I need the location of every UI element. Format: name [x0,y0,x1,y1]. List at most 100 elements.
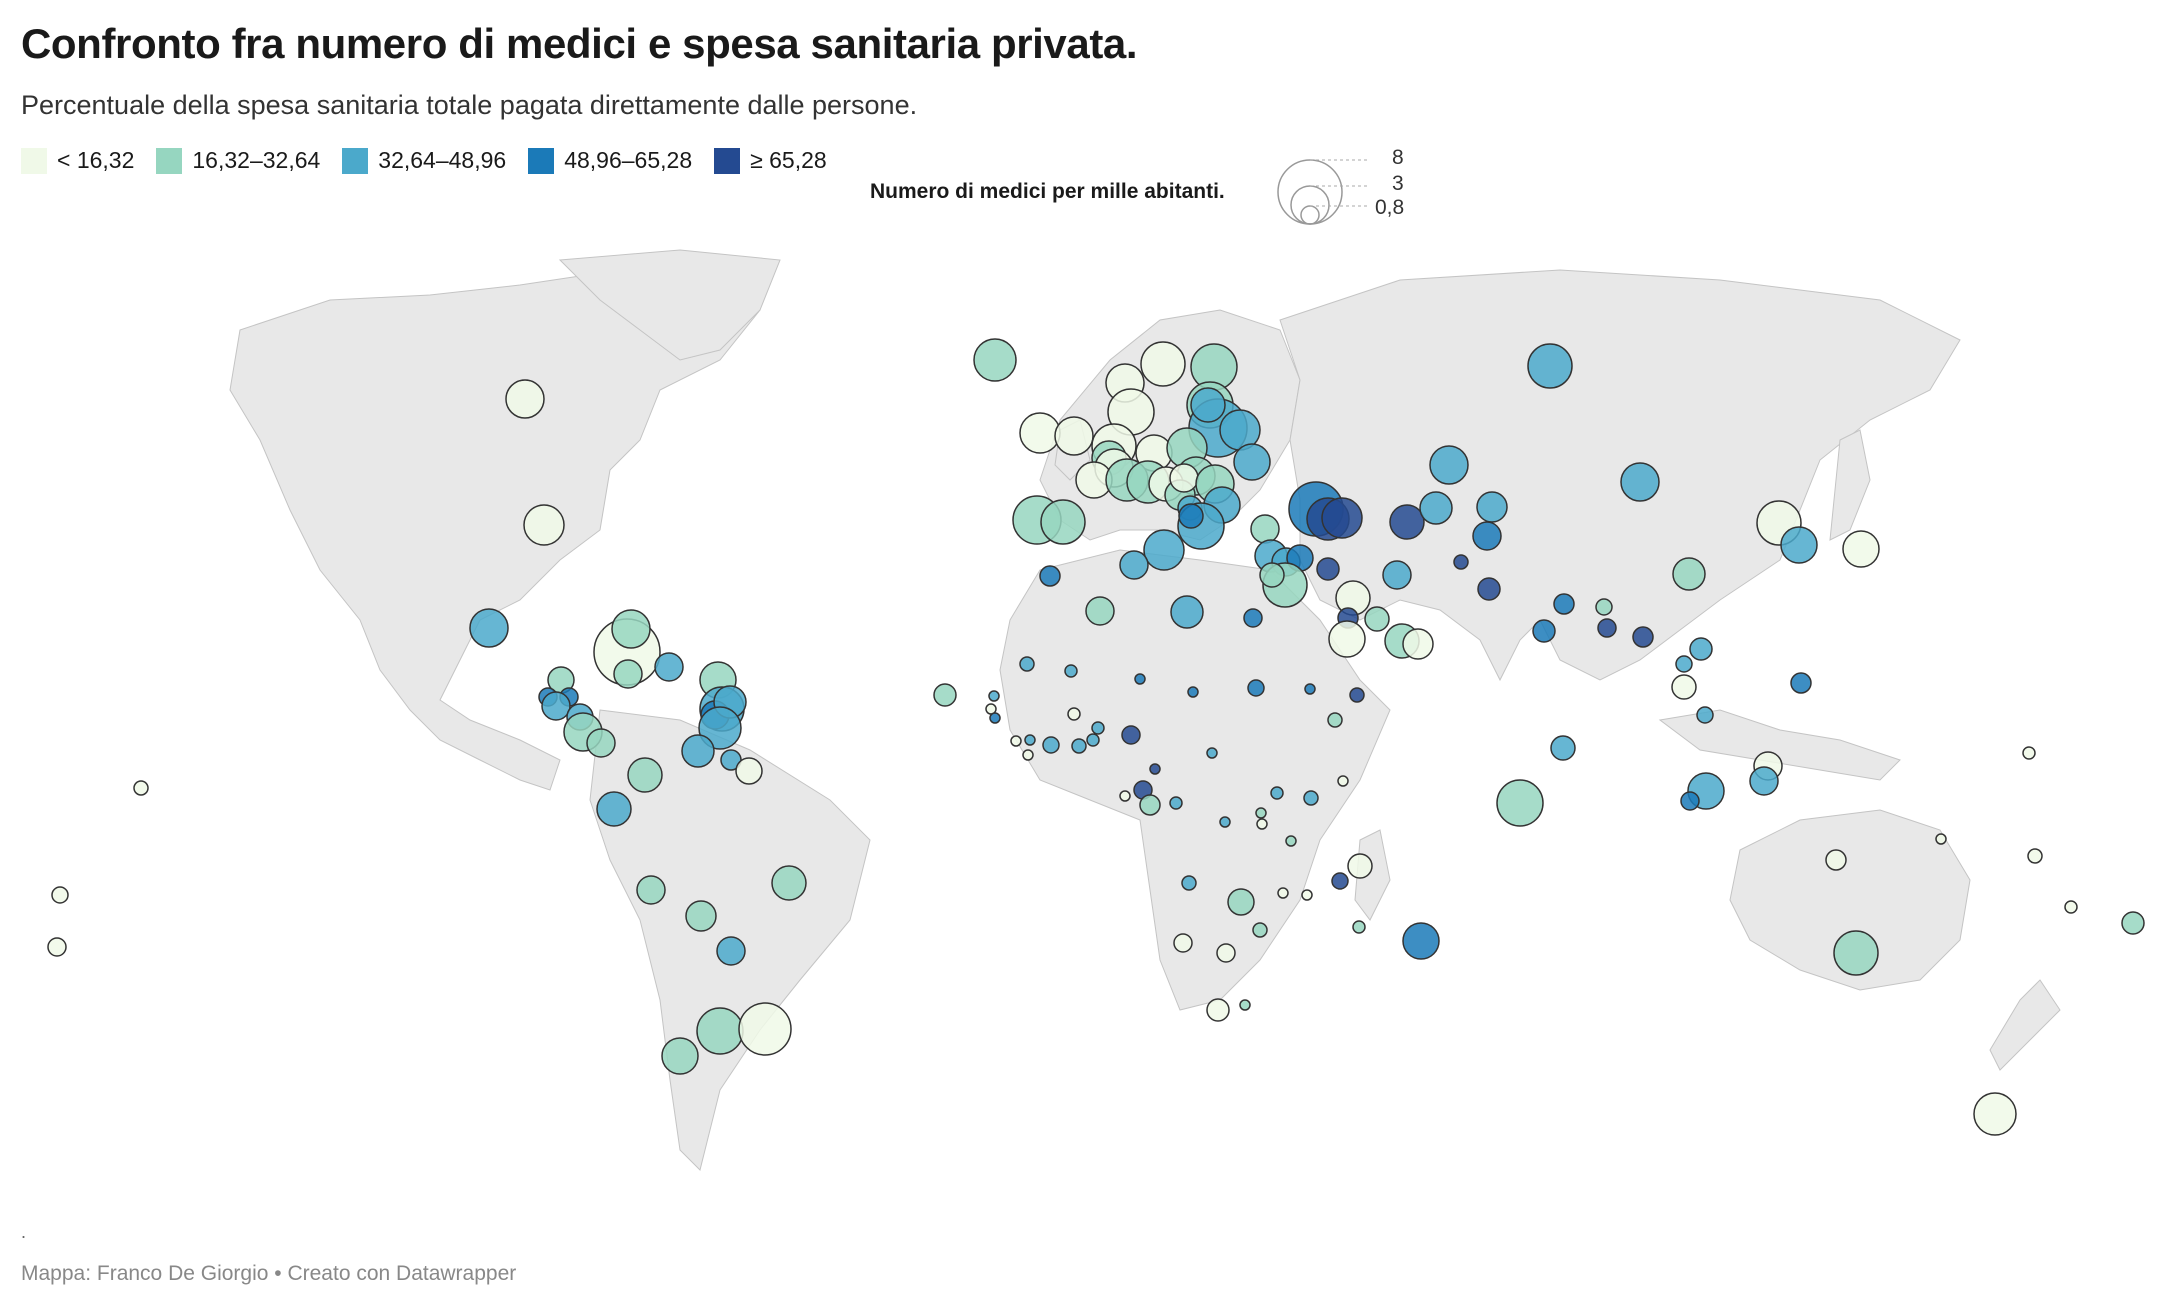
legend-label: < 16,32 [57,147,135,173]
bubble [1247,679,1265,697]
bubble [1321,497,1363,539]
chart-subtitle: Percentuale della spesa sanitaria totale… [21,90,918,120]
bubble [627,757,663,793]
bubble [1181,875,1197,891]
legend-swatch [342,147,369,174]
bubble [1010,735,1022,747]
bubble [1255,807,1267,819]
world-map [47,249,2145,1171]
japan [1829,429,1871,541]
footnote: . [21,1222,27,1242]
bubble [586,728,616,758]
bubble [1121,725,1141,745]
bubble [1303,790,1319,806]
bubble [1595,598,1613,616]
bubble [1239,999,1251,1011]
bubble [2027,848,2043,864]
bubble [1973,1092,2017,1136]
legend-swatch [714,147,741,174]
bubble [1672,557,1706,591]
color-legend: < 16,32 16,32–32,64 32,64–48,96 48,96–65… [21,147,849,174]
bubble [1833,930,1879,976]
legend-swatch [21,147,47,174]
bubble [1364,606,1390,632]
legend-label: 16,32–32,64 [192,147,321,173]
bubble [1476,491,1508,523]
bubble [1347,853,1373,879]
greenland [558,249,781,361]
bubble [1039,565,1061,587]
bubble [596,791,632,827]
bubble [654,652,684,682]
bubble [51,886,69,904]
bubble [735,757,763,785]
bubble [1170,595,1204,629]
bubble [611,609,651,649]
legend-item-4: 48,96–65,28 [528,147,692,174]
bubble [1680,791,1700,811]
bubble [1402,922,1440,960]
bubble [1316,557,1340,581]
bubble [973,338,1017,382]
bubble [661,1037,699,1075]
legend-item-3: 32,64–48,96 [342,147,506,174]
map-credit: Mappa: Franco De Giorgio • Creato con Da… [21,1262,517,1285]
bubble [1071,738,1087,754]
size-legend-circles [1277,159,1370,225]
bubble [1022,749,1034,761]
bubble [2022,746,2036,760]
bubble [1227,888,1255,916]
bubble [636,875,666,905]
bubble [1331,872,1349,890]
indonesia [1658,709,1901,781]
bubble [1550,735,1576,761]
legend-label: ≥ 65,28 [750,147,827,173]
bubble [1250,514,1280,544]
bubble [1085,596,1115,626]
madagascar [1354,829,1391,921]
bubble [1173,933,1193,953]
size-legend-label-large: 8 [1392,146,1404,169]
bubble [1328,620,1366,658]
asia [1279,269,1961,682]
bubble [1190,387,1226,423]
bubble [1091,721,1105,735]
bubble [1632,626,1654,648]
bubble [771,865,807,901]
bubble [933,683,957,707]
bubble [1259,562,1285,588]
bubble [1352,920,1366,934]
bubble [1527,343,1573,389]
bubble [1206,747,1218,759]
bubble [1169,796,1183,810]
bubble [1477,577,1501,601]
bubble [1553,593,1575,615]
bubble [1389,504,1425,540]
bubble [1143,529,1185,571]
bubble [1597,618,1617,638]
bubble [613,659,643,689]
bubble [1086,733,1100,747]
bubble [1825,849,1847,871]
bubble [1119,550,1149,580]
legend-swatch [156,147,183,174]
bubble [1472,521,1502,551]
size-legend: Numero di medici per mille abitanti. 8 3… [870,146,1430,232]
bubble [1402,628,1434,660]
size-legend-title: Numero di medici per mille abitanti. [870,180,1225,203]
bubbles [47,338,2145,1136]
bubble [1349,687,1365,703]
bubble [469,608,509,648]
bubble [523,504,565,546]
bubble [1252,922,1268,938]
legend-swatch [528,147,555,174]
bubble [1139,794,1161,816]
legend-label: 32,64–48,96 [378,147,507,173]
bubble [1790,672,1812,694]
bubble [716,936,746,966]
bubble [681,734,715,768]
bubble [541,691,571,721]
bubble [1149,763,1161,775]
bubble [133,780,149,796]
bubble [1696,706,1714,724]
